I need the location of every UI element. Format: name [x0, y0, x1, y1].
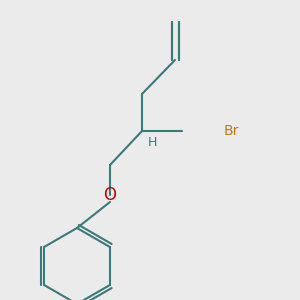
- Text: O: O: [103, 186, 116, 204]
- Text: H: H: [147, 136, 157, 149]
- Text: Br: Br: [224, 124, 239, 138]
